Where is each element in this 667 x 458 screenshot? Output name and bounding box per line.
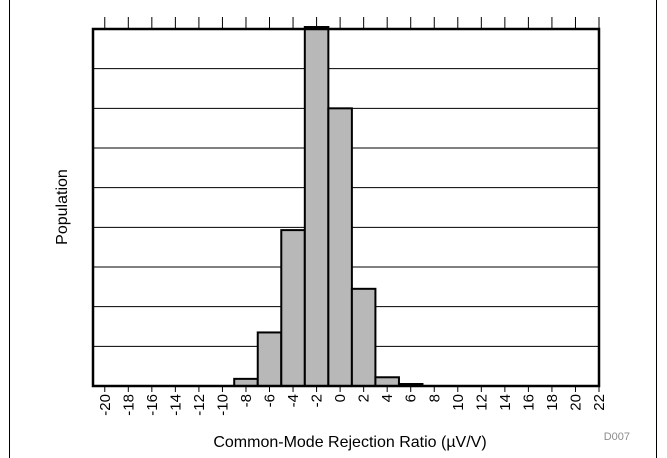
plot-area-border — [91, 27, 601, 388]
chart-frame — [9, 0, 657, 458]
x-tick-label: 18 — [544, 394, 561, 411]
x-tick-label: -6 — [262, 394, 279, 407]
histogram-bar — [256, 331, 283, 388]
x-tick-label: 10 — [450, 394, 467, 411]
x-axis-ticks — [104, 17, 600, 392]
x-tick-label: 4 — [379, 394, 396, 402]
x-tick-label: -14 — [167, 394, 184, 416]
x-axis-tick-labels: -20 -18 -16 -14 -12 -10 -8 -6 -4 -2 0 2 4 6 8 10 12 14 16 1… — [97, 394, 608, 416]
histogram-bar — [327, 107, 353, 387]
x-tick-label: 8 — [426, 394, 443, 402]
x-tick-label: -2 — [309, 394, 326, 407]
histogram-bar — [280, 229, 306, 387]
histogram-bars — [233, 26, 424, 388]
x-tick-label: 22 — [591, 394, 608, 411]
x-tick-label: 20 — [567, 394, 584, 411]
y-axis-title: Population — [54, 169, 71, 245]
figure-code-label: D007 — [604, 431, 630, 443]
x-tick-label: -18 — [120, 394, 137, 416]
x-tick-label: 12 — [473, 394, 490, 411]
x-tick-label: -20 — [97, 394, 114, 416]
histogram-bar — [303, 26, 330, 388]
x-tick-label: 6 — [403, 394, 420, 402]
x-tick-label: -12 — [191, 394, 208, 416]
x-tick-label: 0 — [332, 394, 349, 402]
histogram-bar — [374, 376, 400, 388]
x-tick-label: -4 — [285, 394, 302, 407]
x-tick-label: -10 — [214, 394, 231, 416]
x-tick-label: -8 — [238, 394, 255, 407]
x-tick-label: 2 — [356, 394, 373, 402]
x-tick-label: 14 — [497, 394, 514, 411]
x-tick-label: 16 — [520, 394, 537, 411]
histogram-bar — [350, 287, 377, 388]
x-axis-title: Common-Mode Rejection Ratio (µV/V) — [213, 434, 486, 451]
x-tick-label: -16 — [144, 394, 161, 416]
